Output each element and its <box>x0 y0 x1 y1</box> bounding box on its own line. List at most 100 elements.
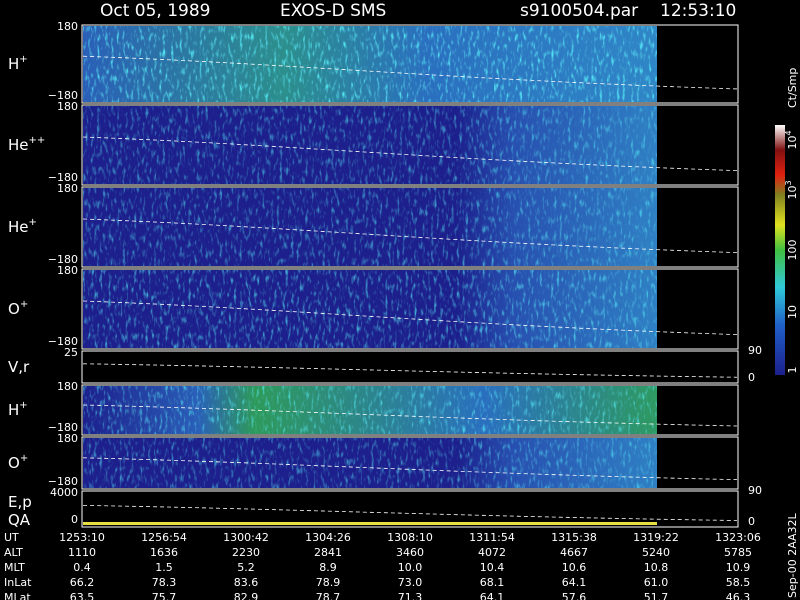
colorbar-label: 103 <box>784 180 799 199</box>
y-tick-label: 180 <box>57 100 78 113</box>
colorbar-label: 100 <box>786 240 799 261</box>
table-cell: 1311:54 <box>469 531 515 544</box>
table-cell: 1319:22 <box>633 531 679 544</box>
table-cell: 75.7 <box>152 591 177 600</box>
table-cell: 5.2 <box>237 561 255 574</box>
label-sup: + <box>29 217 37 228</box>
trace-band <box>83 522 657 525</box>
color-bar <box>775 125 785 375</box>
y-tick-label: −180 <box>48 421 78 434</box>
colorbar-sup: 4 <box>784 130 793 135</box>
colorbar-label: 10 <box>786 305 799 319</box>
y-tick-label: −180 <box>48 475 78 488</box>
table-cell: 1.5 <box>155 561 173 574</box>
table-cell: 4072 <box>478 546 506 559</box>
colorbar-base: 10 <box>786 305 799 319</box>
label-base: V,r <box>8 358 30 376</box>
label-sup: + <box>19 400 27 411</box>
table-cell: 5785 <box>724 546 752 559</box>
right-tick-label: 90 <box>748 484 762 497</box>
spectrogram-noise <box>83 438 657 488</box>
title-time: 12:53:10 <box>660 1 736 21</box>
table-cell: 0.4 <box>73 561 91 574</box>
table-cell: 10.6 <box>562 561 587 574</box>
table-cell: 1256:54 <box>141 531 187 544</box>
label-base: H <box>8 401 19 419</box>
y-tick-label: 25 <box>64 346 78 359</box>
panel-frame <box>81 490 739 528</box>
table-cell: 2841 <box>314 546 342 559</box>
table-cell: 51.7 <box>644 591 669 600</box>
title-instrument: EXOS-D SMS <box>280 1 386 21</box>
label-sup: + <box>20 299 28 310</box>
trace-band <box>83 378 657 381</box>
label-base: E,p <box>8 493 32 511</box>
panel-label: O+ <box>8 299 28 318</box>
table-cell: 8.9 <box>319 561 337 574</box>
y-tick-label: −180 <box>48 253 78 266</box>
table-cell: 1323:06 <box>715 531 761 544</box>
table-cell: 71.3 <box>398 591 423 600</box>
dashed-curve <box>82 218 738 253</box>
table-cell: 3460 <box>396 546 424 559</box>
table-cell: 83.6 <box>234 576 259 589</box>
y-tick-label: −180 <box>48 335 78 348</box>
colorbar-base: 10 <box>786 186 799 200</box>
table-cell: 10.8 <box>644 561 669 574</box>
panel-label: H+ <box>8 400 28 419</box>
table-cell: 66.2 <box>70 576 95 589</box>
right-tick-label: 0 <box>748 371 755 384</box>
table-cell: 10.0 <box>398 561 423 574</box>
row-label: InLat <box>4 576 32 589</box>
y-tick-label: 4000 <box>50 486 78 499</box>
table-cell: 1308:10 <box>387 531 433 544</box>
label-base: He <box>8 136 29 154</box>
row-label: UT <box>4 531 19 544</box>
table-cell: 57.6 <box>562 591 587 600</box>
y-tick-label: 0 <box>71 513 78 526</box>
label-sup: ++ <box>29 135 46 146</box>
dashed-curve <box>82 136 738 171</box>
row-label: MLT <box>4 561 25 574</box>
spectrogram-noise <box>83 270 657 348</box>
panel-label: V,r <box>8 358 30 376</box>
panel-label: He+ <box>8 217 37 236</box>
y-tick-label: 180 <box>57 380 78 393</box>
label-base: He <box>8 218 29 236</box>
panel-label: He++ <box>8 135 45 154</box>
colorbar-sup: 3 <box>784 180 793 185</box>
table-cell: 4667 <box>560 546 588 559</box>
table-cell: 1253:10 <box>59 531 105 544</box>
panel-label: O+ <box>8 453 28 472</box>
label-base: O <box>8 300 20 318</box>
panel-label: H+ <box>8 54 28 73</box>
y-tick-label: −180 <box>48 89 78 102</box>
table-cell: 64.1 <box>480 591 505 600</box>
spectrogram-noise <box>83 188 657 266</box>
dashed-curve <box>82 300 738 335</box>
y-tick-label: −180 <box>48 171 78 184</box>
table-cell: 78.3 <box>152 576 177 589</box>
colorbar-label: 1 <box>786 367 799 374</box>
panel-frame <box>81 350 739 384</box>
spectrogram-noise <box>83 106 657 184</box>
row-label: MLat <box>4 591 31 600</box>
dashed-curve <box>82 55 738 90</box>
colorbar-base: 10 <box>786 136 799 150</box>
table-cell: 1110 <box>68 546 96 559</box>
right-tick-label: 90 <box>748 344 762 357</box>
y-tick-label: 180 <box>57 432 78 445</box>
table-cell: 64.1 <box>562 576 587 589</box>
row-label: ALT <box>4 546 23 559</box>
y-tick-label: 180 <box>57 20 78 33</box>
label-base: O <box>8 454 20 472</box>
dashed-curve <box>82 505 738 521</box>
panel-label: E,p <box>8 493 32 511</box>
table-cell: 1300:42 <box>223 531 269 544</box>
table-cell: 46.3 <box>726 591 751 600</box>
table-cell: 58.5 <box>726 576 751 589</box>
spectrogram-noise <box>83 386 657 434</box>
table-cell: 63.5 <box>70 591 95 600</box>
dashed-curve <box>82 404 738 427</box>
